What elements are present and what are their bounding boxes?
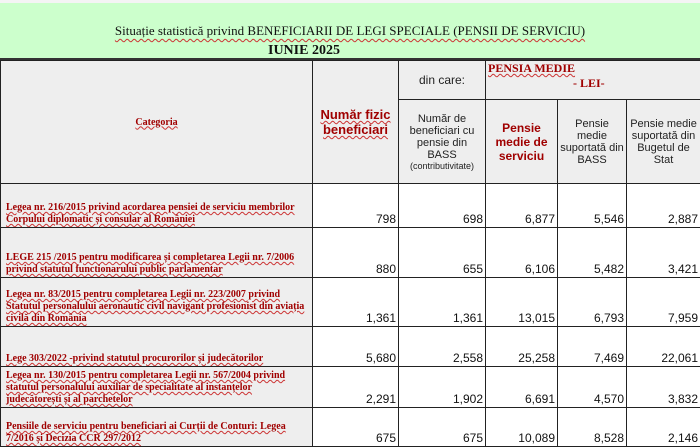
header-numar-fizic: Număr fizic beneficiari [313,61,399,184]
title-band: Situație statistică privind BENEFICIARII… [0,3,700,60]
cell-numar-bass: 698 [399,184,486,228]
cell-numar-bass: 1,361 [399,278,486,327]
table-row: Legea nr. 216/2015 privind acordarea pen… [1,184,700,228]
cell-pensie-serviciu: 25,258 [486,327,558,367]
header-pensie-buget: Pensie medie suportată din Bugetul de St… [627,100,700,184]
header-din-care: din care: [399,61,486,100]
table-row: Legea nr. 130/2015 pentru completarea Le… [1,367,700,408]
report-period: IUNIE 2025 [268,43,340,59]
cell-pensie-serviciu: 6,691 [486,367,558,408]
cell-pensie-serviciu: 6,106 [486,228,558,278]
cell-numar-fizic: 880 [313,228,399,278]
report-title: Situație statistică privind BENEFICIARII… [0,23,700,39]
cell-pensie-serviciu: 10,089 [486,408,558,447]
row-category: Legea nr. 130/2015 pentru completarea Le… [1,367,313,408]
cell-numar-fizic: 2,291 [313,367,399,408]
cell-numar-fizic: 1,361 [313,278,399,327]
cell-numar-bass: 655 [399,228,486,278]
cell-numar-fizic: 5,680 [313,327,399,367]
cell-pensie-buget: 2,887 [627,184,700,228]
cell-numar-bass: 2,558 [399,327,486,367]
row-category: Lege 303/2022 -privind statutul procuror… [1,327,313,367]
cell-pensie-bass: 8,528 [558,408,627,447]
cell-pensie-bass: 6,793 [558,278,627,327]
cell-numar-fizic: 675 [313,408,399,447]
cell-numar-fizic: 798 [313,184,399,228]
row-category: Legea nr. 83/2015 pentru completarea Leg… [1,278,313,327]
header-pensie-serviciu: Pensie medie de serviciu [486,100,558,184]
cell-pensie-bass: 7,469 [558,327,627,367]
table-row: Pensiile de serviciu pentru beneficiari … [1,408,700,447]
cell-pensie-buget: 22,061 [627,327,700,367]
cell-numar-bass: 675 [399,408,486,447]
lei-label: - LEI- [488,76,698,91]
header-categoria: Categoria [1,61,313,184]
table-row: LEGE 215 /2015 pentru modificarea și com… [1,228,700,278]
statistics-table: Categoria Număr fizic beneficiari din ca… [0,60,700,447]
table-row: Legea nr. 83/2015 pentru completarea Leg… [1,278,700,327]
row-category: Pensiile de serviciu pentru beneficiari … [1,408,313,447]
row-category: Legea nr. 216/2015 privind acordarea pen… [1,184,313,228]
cell-pensie-serviciu: 6,877 [486,184,558,228]
cell-pensie-buget: 2,146 [627,408,700,447]
header-pensia-medie: PENSIA MEDIE - LEI- [486,61,700,100]
cell-pensie-bass: 5,546 [558,184,627,228]
header-pensie-bass: Pensie medie suportată din BASS [558,100,627,184]
cell-numar-bass: 1,902 [399,367,486,408]
numar-bass-label: Număr de beneficiari cu pensie din BASS [401,113,483,161]
cell-pensie-buget: 3,832 [627,367,700,408]
contributivitate-label: (contributivitate) [401,161,483,171]
pensia-medie-label: PENSIA MEDIE [488,61,698,76]
cell-pensie-bass: 4,570 [558,367,627,408]
row-category: LEGE 215 /2015 pentru modificarea și com… [1,228,313,278]
cell-pensie-serviciu: 13,015 [486,278,558,327]
cell-pensie-buget: 3,421 [627,228,700,278]
cell-pensie-bass: 5,482 [558,228,627,278]
table-row: Lege 303/2022 -privind statutul procuror… [1,327,700,367]
header-numar-bass: Număr de beneficiari cu pensie din BASS … [399,100,486,184]
cell-pensie-buget: 7,959 [627,278,700,327]
